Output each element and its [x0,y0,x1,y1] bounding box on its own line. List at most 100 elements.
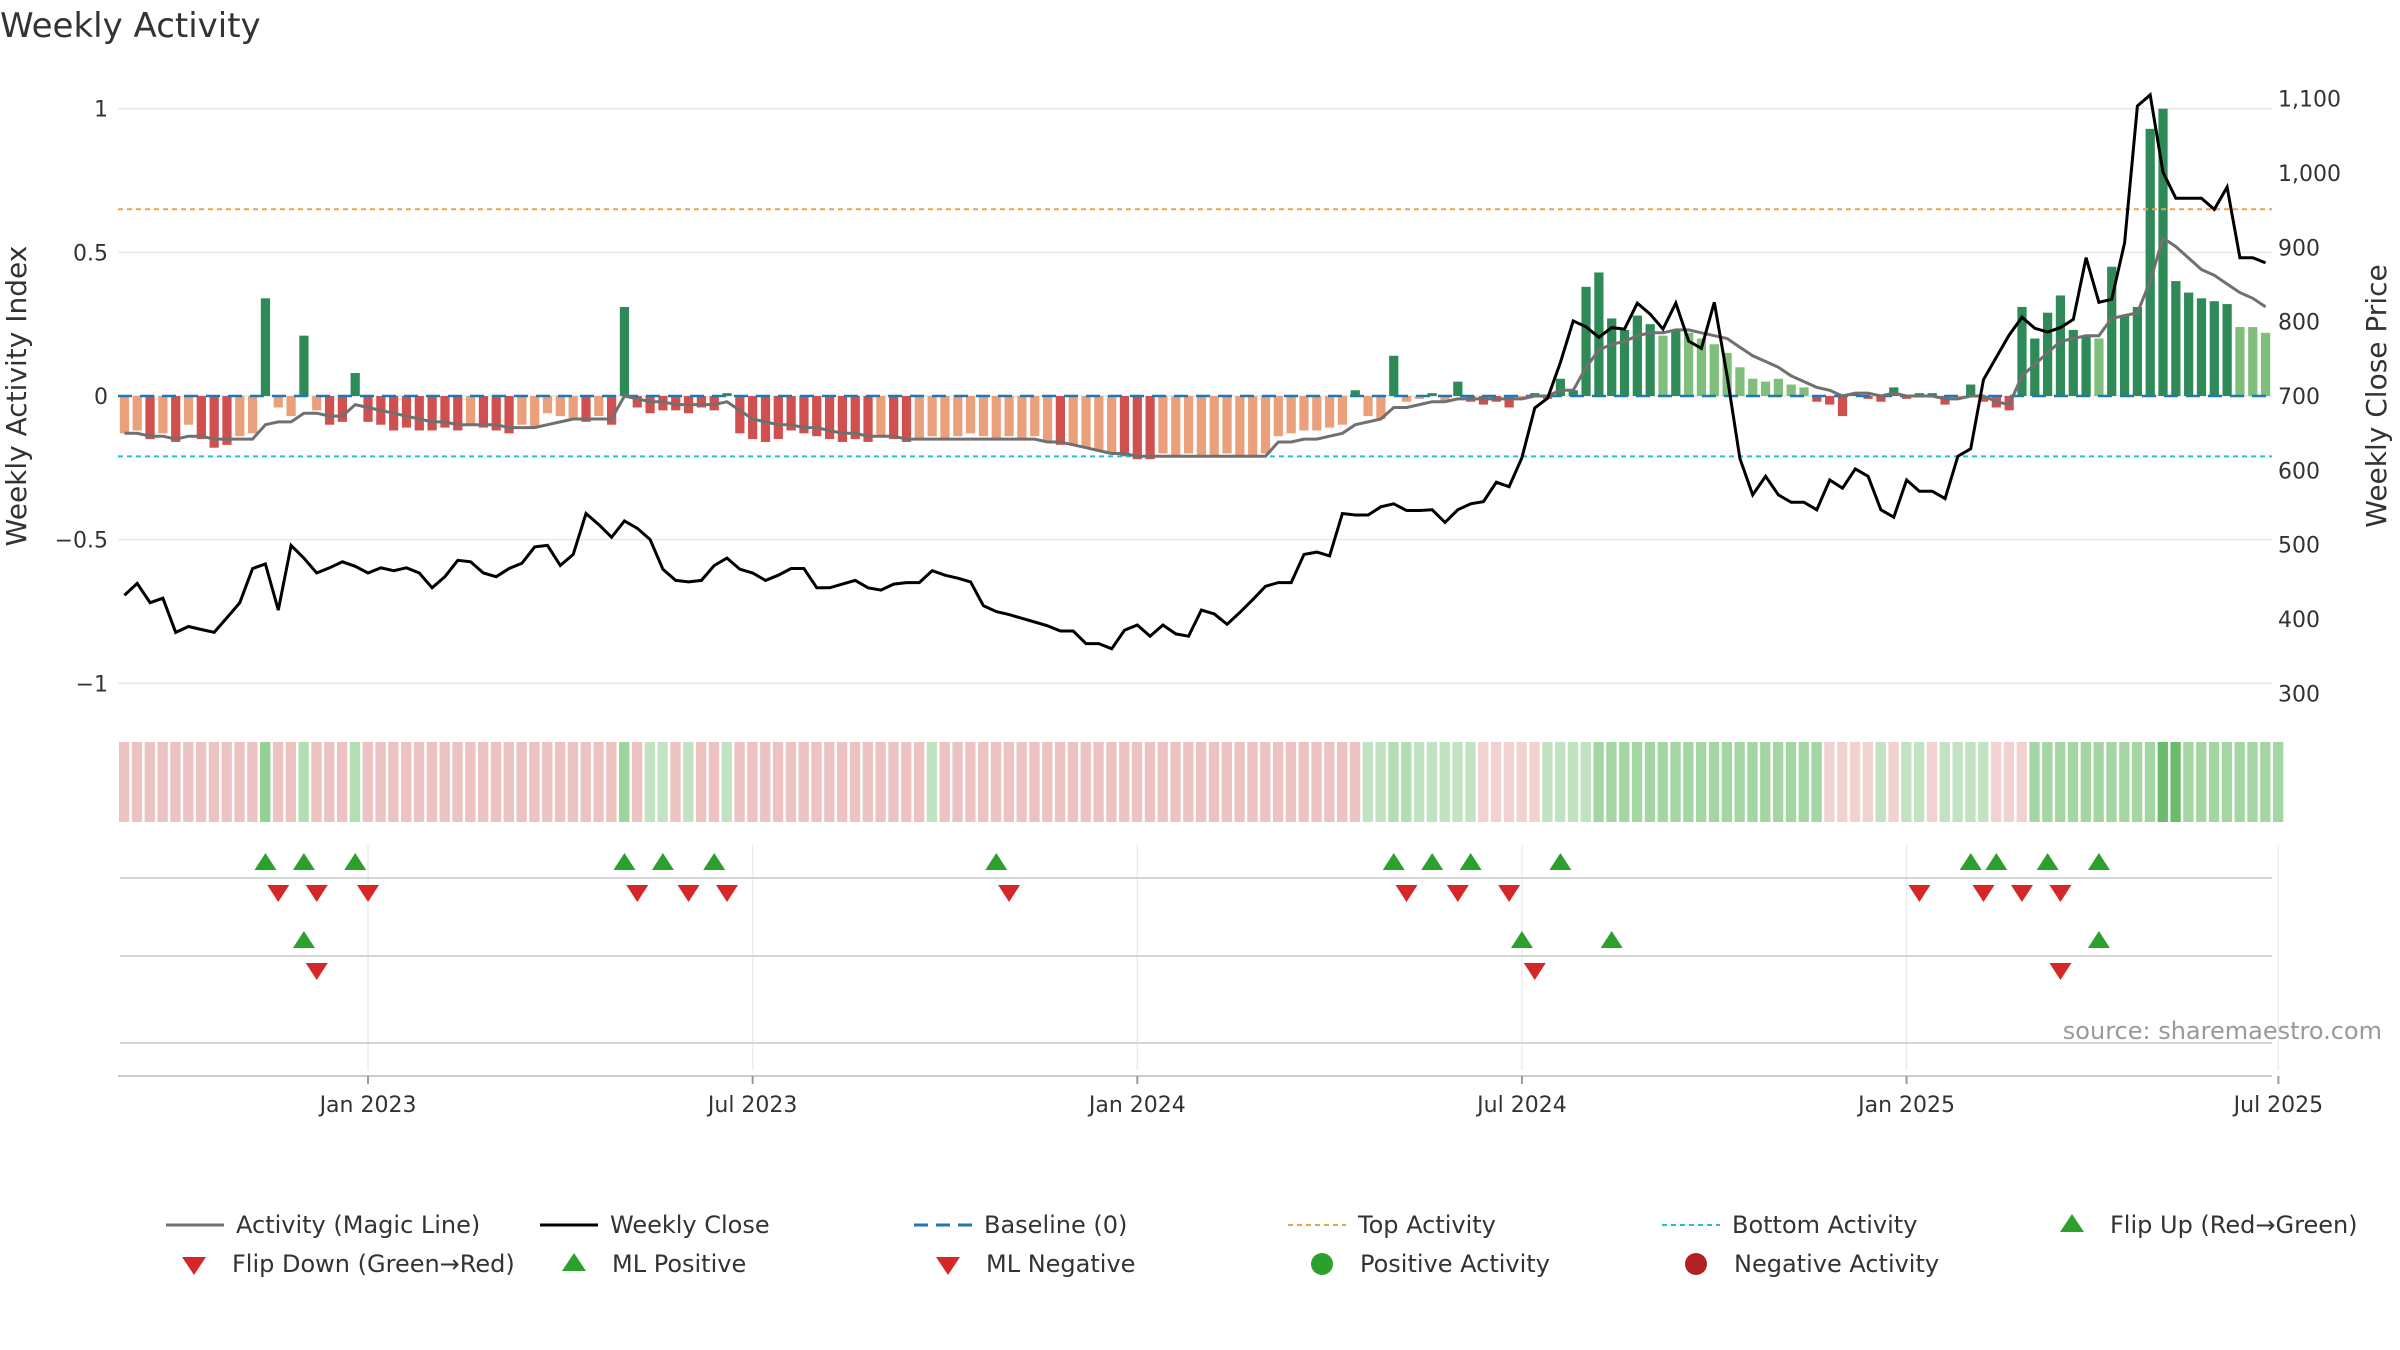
strip-cell [1490,742,1502,822]
flip-down-marker [1972,885,1995,902]
strip-cell [1952,742,1963,822]
strip-cell [1619,742,1630,822]
strip-cell [1708,742,1720,822]
flip-down-marker [305,885,328,902]
activity-bar [889,396,899,440]
activity-bar [1632,315,1642,396]
strip-cell [606,742,617,822]
activity-bar [824,396,835,440]
legend-item-posact: Positive Activity [1311,1250,1550,1278]
strip-cell [580,742,591,822]
activity-bar [953,396,963,437]
strip-cell [760,742,771,822]
grid-layer [118,107,2280,1077]
activity-bar [2094,338,2104,396]
activity-bar [2209,301,2219,396]
activity-bar [235,396,245,437]
ml-positive-marker [1510,931,1533,948]
strip-cell [1914,742,1925,822]
activity-bar [1286,396,1296,434]
activity-bar [568,396,578,419]
strip-cell [2119,742,2130,822]
activity-bar [1222,396,1232,454]
ml-positive-marker [292,931,315,948]
strip-cell [939,742,950,822]
strip-cell [1824,742,1835,822]
legend-item-flipdown: Flip Down (Green→Red) [182,1250,515,1278]
legend-swatch [1311,1253,1333,1275]
activity-bar [1401,396,1412,402]
activity-bar [2119,315,2130,396]
strip-cell [1478,742,1489,822]
strip-cell [1170,742,1181,822]
activity-bar [299,335,309,396]
strip-cell [1747,742,1758,822]
activity-bar [1863,396,1873,399]
strip-cell [2003,742,2015,822]
strip-cell [1260,742,1271,822]
legend-label: Flip Up (Red→Green) [2110,1211,2358,1239]
activity-bar [1684,332,1694,396]
activity-bar [1414,396,1424,399]
activity-bar [2030,338,2040,396]
strip-cell [837,742,848,822]
y2-tick-label: 400 [2278,608,2320,633]
signal-markers [254,853,2110,980]
activity-bar [1017,396,1027,440]
strip-cell [1221,742,1232,822]
strip-cell [478,742,489,822]
activity-bar [1376,396,1386,419]
activity-bar [2068,329,2078,396]
strip-cell [170,742,181,822]
y2-tick-label: 500 [2278,534,2320,559]
strip-cell [811,742,822,822]
legend-label: Top Activity [1357,1211,1496,1239]
activity-bar [1094,396,1104,451]
strip-cell [619,742,630,822]
activity-bar [1158,396,1168,454]
activity-bar [542,396,553,414]
activity-bar [2055,295,2066,396]
strip-cell [1631,742,1643,822]
activity-bar [209,396,219,448]
activity-bar [401,396,412,428]
series-lines [123,92,2267,651]
strip-cell [1978,742,1989,822]
strip-cell [1670,742,1681,822]
strip-cell [260,742,271,822]
strip-cell [324,742,335,822]
strip-cell [1465,742,1476,822]
activity-bar [1812,396,1822,402]
strip-cell [452,742,463,822]
strip-cell [1413,742,1425,822]
activity-bar [1042,396,1053,442]
strip-cell [1016,742,1027,822]
strip-cell [2157,742,2168,822]
strip-cell [1990,742,2002,822]
strip-cell [965,742,976,822]
activity-bar [1978,396,1989,402]
flip-down-marker [2010,885,2033,902]
activity-bar [491,396,501,431]
flip-up-marker [1421,853,1444,870]
strip-cell [1644,742,1656,822]
strip-cell [311,742,322,822]
activity-bar [337,396,347,422]
ml-positive-marker [1600,931,1623,948]
strip-cell [119,742,130,822]
strip-cell [516,742,527,822]
strip-cell [1144,742,1156,822]
legend-swatch [562,1253,586,1271]
strip-cell [1426,742,1438,822]
flip-down-marker [1908,885,1931,902]
activity-bar [1119,396,1130,457]
x-tick-label: Jan 2024 [1087,1093,1186,1118]
strip-cell [2144,742,2156,822]
strip-cell [1439,742,1450,822]
chart-title: Weekly Activity [0,6,261,46]
activity-bar [1427,393,1437,396]
legend-swatch [2060,1214,2084,1232]
flip-up-marker [1459,853,1482,870]
activity-bar [914,396,924,440]
activity-bar [1273,396,1283,437]
